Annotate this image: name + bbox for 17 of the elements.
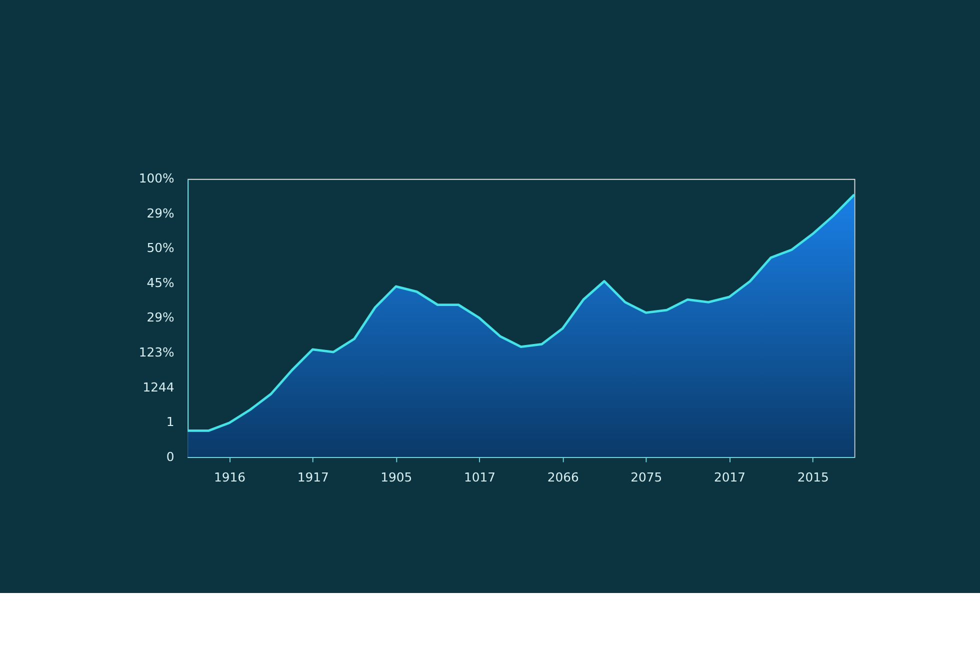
text: 29%: [146, 206, 175, 220]
x-tick-label: 1017: [464, 470, 496, 484]
text: 45%: [146, 276, 175, 290]
x-tick-label: 2075: [630, 470, 662, 484]
x-tick-label: 2066: [547, 470, 579, 484]
text: 29%: [146, 310, 175, 325]
x-tick-label: 2017: [714, 470, 746, 484]
text: 100%: [138, 172, 175, 186]
x-tick-label: 2015: [797, 470, 829, 484]
x-tick-label: 1917: [297, 470, 329, 484]
text: 0: [166, 450, 174, 464]
text: 1: [166, 415, 174, 430]
text: 50%: [146, 241, 175, 256]
text: 1244: [142, 380, 174, 394]
x-tick-label: 1916: [214, 470, 246, 484]
x-tick-label: 1905: [380, 470, 412, 484]
text: 123%: [138, 346, 175, 360]
